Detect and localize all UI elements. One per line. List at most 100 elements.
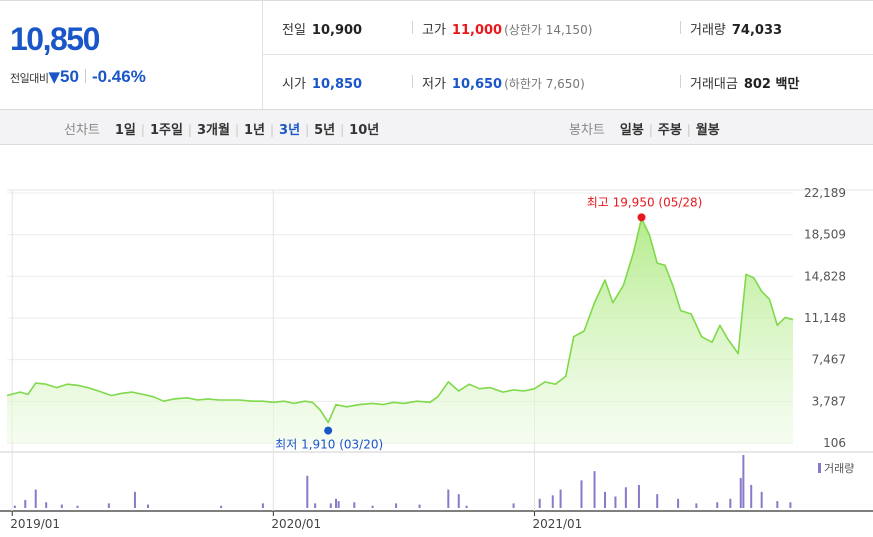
volume-bar [760,491,763,508]
x-tick-label: 2019/01 [10,517,60,531]
tab-3y[interactable]: 3년 [279,123,301,138]
trade-value-amount: 802 백만 [743,77,800,92]
y-tick-label: 11,148 [804,311,846,325]
volume-bar [107,503,110,508]
volume-bar [593,471,596,508]
volume-bar [465,505,468,508]
high-marker [637,213,646,222]
tab-3m[interactable]: 3개월 [196,123,230,138]
y-tick-label: 106 [823,436,846,450]
volume-bar [24,499,27,508]
trade-value-label: 거래대금 [690,77,738,92]
change-amount: 50 [60,67,79,86]
quote-panel: 10,850 전일대비▼50 -0.46% 전일 10,900 고가 11,000 (상… [0,0,873,110]
prev-close-label: 전일 [282,23,306,38]
open-price: 시가 10,850 [282,73,362,92]
volume-bar [337,501,340,508]
tab-daily[interactable]: 일봉 [619,123,644,138]
volume-bars: 거래량 [13,455,854,508]
tab-1w[interactable]: 1주일 [149,123,183,138]
volume-bar [147,504,150,508]
current-price-box: 10,850 전일대비▼50 -0.46% [0,1,263,109]
divider: | [686,123,691,137]
volume-bar [559,489,562,508]
volume-bar [76,505,79,508]
divider: | [234,123,239,137]
line-chart-caption: 선차트 [64,123,100,138]
low-marker [324,426,333,435]
quote-row-2: 시가 10,850 저가 10,650 (하한가 7,650) 거래대금 802 백만 [262,55,873,108]
trade-value: 거래대금 802 백만 [690,73,799,92]
high-value: 11,000 [451,23,503,38]
tab-monthly[interactable]: 월봉 [695,123,720,138]
volume-bar [335,498,338,508]
tab-weekly[interactable]: 주봉 [657,123,682,138]
current-price: 10,850 [10,21,100,57]
divider: | [140,123,145,137]
day-low: 저가 10,650 (하한가 7,650) [422,73,585,92]
upper-limit: (상한가 14,150) [504,23,593,37]
low-label: 최저 1,910 (03/20) [275,438,383,452]
divider: | [648,123,653,137]
volume-bar [624,487,627,508]
prev-close-value: 10,900 [311,23,363,38]
volume-bar [220,505,223,508]
price-area-fill [7,218,793,443]
volume-bar [329,503,332,508]
volume-bar [614,496,617,508]
volume-bar [656,494,659,508]
divider: | [340,123,345,137]
volume-bar [789,502,792,508]
tab-1y[interactable]: 1년 [243,123,265,138]
low-value: 10,650 [451,77,503,92]
chart-annotations: 최고 19,950 (05/28) 최저 1,910 (03/20) [275,195,702,451]
low-label: 저가 [422,77,446,92]
volume-bar [538,498,541,508]
y-tick-label: 22,189 [804,186,846,200]
change-summary: 전일대비▼50 -0.46% [10,67,146,87]
change-label: 전일대비 [10,72,49,85]
lower-limit: (하한가 7,650) [504,77,585,91]
divider [412,21,413,34]
volume-bar [739,478,742,508]
chart-tabs-bar: 선차트 1일 | 1주일 | 3개월 | 1년 | 3년 | 5년 | 10년 봉차트 일봉 | 주봉 | 월봉 [0,110,873,145]
quote-row-1: 전일 10,900 고가 11,000 (상한가 14,150) 거래량 74,033 [262,1,873,55]
open-label: 시가 [282,77,306,92]
high-label: 고가 [422,23,446,38]
volume-bar [716,502,719,508]
change-rate: -0.46% [91,67,146,86]
x-tick-label: 2021/01 [532,517,582,531]
tab-1d[interactable]: 1일 [114,123,136,138]
volume-bar [729,498,732,508]
day-high: 고가 11,000 (상한가 14,150) [422,19,592,38]
volume: 거래량 74,033 [690,19,782,38]
price-area-layer [6,217,794,443]
volume-bar [45,502,48,508]
prev-close: 전일 10,900 [282,19,362,38]
volume-bar [580,480,583,508]
y-tick-label: 14,828 [804,269,846,283]
candle-chart-periods: 봉차트 일봉 | 주봉 | 월봉 [569,119,725,138]
volume-bar [133,491,136,508]
volume-bar [695,503,698,508]
y-tick-label: 3,787 [812,394,846,408]
volume-bar [776,501,779,508]
volume-bar [457,494,460,508]
volume-bar [60,504,63,508]
tab-10y[interactable]: 10년 [349,123,380,138]
divider [412,75,413,88]
tab-5y[interactable]: 5년 [314,123,336,138]
divider: | [305,123,310,137]
volume-bar [742,455,745,508]
price-line [6,217,794,424]
volume-bar [371,505,374,508]
divider [680,75,681,88]
divider: | [270,123,275,137]
divider [84,69,86,83]
volume-bar [551,495,554,508]
y-tick-label: 18,509 [804,228,846,242]
volume-legend-label: 거래량 [824,462,854,475]
volume-bar [512,503,515,508]
candle-chart-caption: 봉차트 [569,123,605,138]
volume-legend-swatch [818,463,821,473]
